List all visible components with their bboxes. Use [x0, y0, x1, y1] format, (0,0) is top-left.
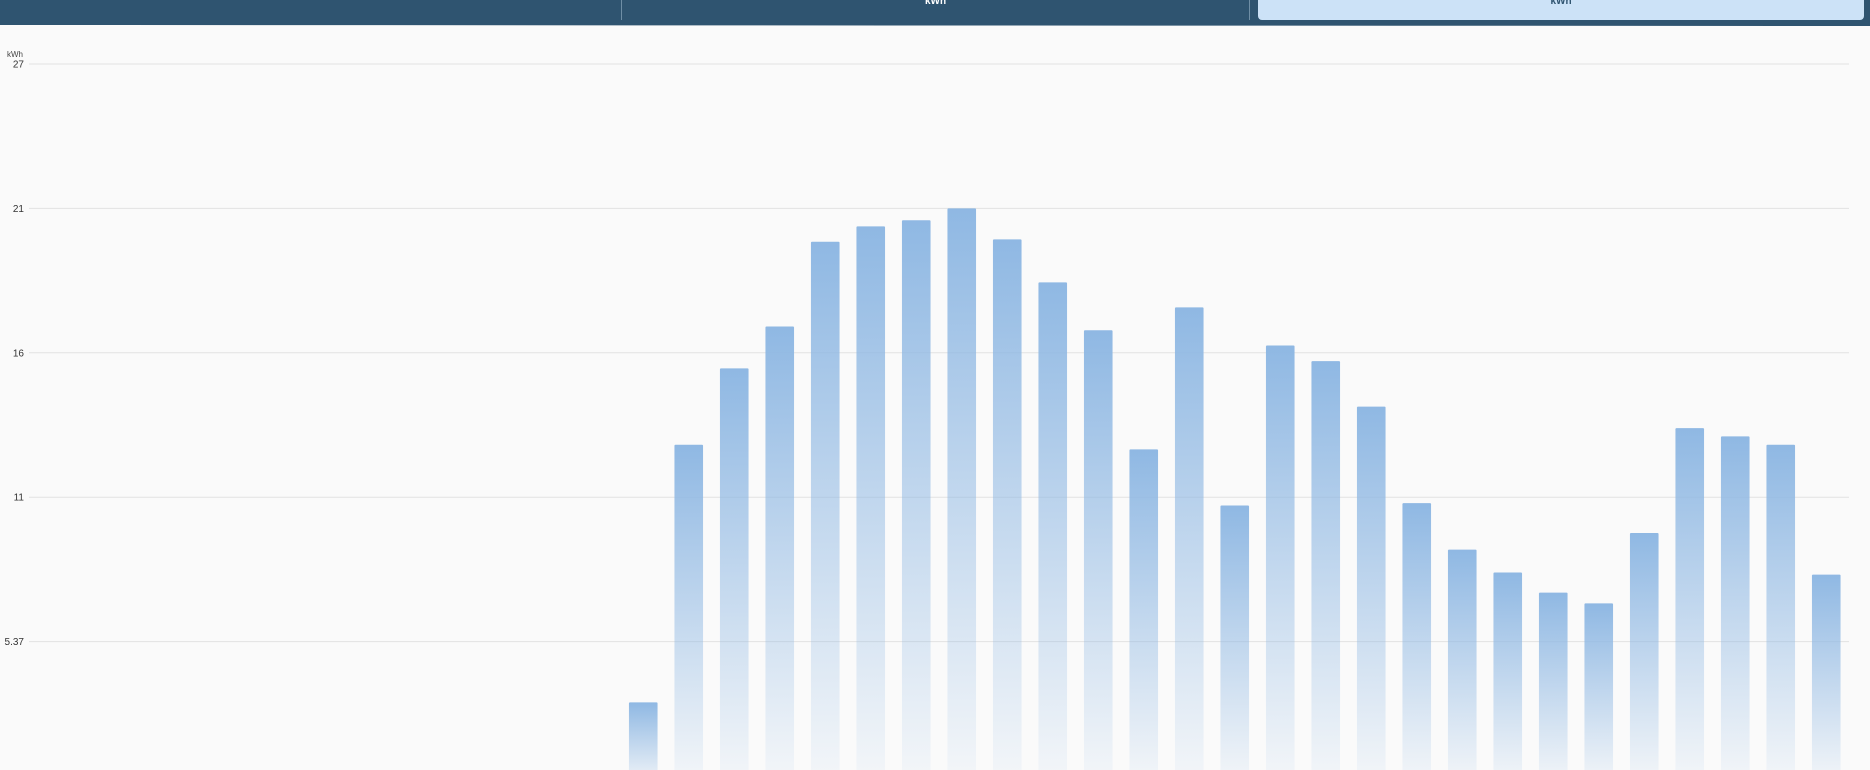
- bar[interactable]: [1129, 449, 1159, 770]
- bar[interactable]: [1265, 345, 1295, 770]
- tab-3-selected[interactable]: kWh: [1258, 0, 1864, 20]
- bar[interactable]: [628, 702, 658, 770]
- bar[interactable]: [1174, 307, 1204, 770]
- bar[interactable]: [1311, 361, 1341, 770]
- bar[interactable]: [1675, 428, 1705, 770]
- bar[interactable]: [1584, 603, 1614, 770]
- bar[interactable]: [992, 239, 1022, 770]
- bar[interactable]: [1629, 532, 1659, 770]
- bar[interactable]: [1447, 549, 1477, 770]
- bar[interactable]: [1538, 592, 1568, 770]
- bar[interactable]: [1356, 406, 1386, 770]
- tab-divider: [621, 0, 622, 20]
- bar[interactable]: [901, 220, 931, 770]
- bar[interactable]: [1402, 503, 1432, 770]
- bar[interactable]: [1083, 330, 1113, 770]
- tab-divider: [1249, 0, 1250, 20]
- bar[interactable]: [947, 208, 977, 770]
- bar[interactable]: [765, 326, 795, 770]
- bar[interactable]: [810, 241, 840, 770]
- y-tick-label: 16: [13, 348, 25, 359]
- bar[interactable]: [719, 368, 749, 770]
- bar[interactable]: [1220, 505, 1250, 770]
- bar[interactable]: [1720, 436, 1750, 770]
- y-tick-label: 5.37: [5, 637, 25, 648]
- y-tick-label: 11: [14, 493, 25, 504]
- bar[interactable]: [674, 444, 704, 770]
- y-tick-label: 27: [13, 60, 25, 71]
- bar[interactable]: [1493, 572, 1523, 770]
- bar[interactable]: [856, 226, 886, 770]
- tab-2[interactable]: kWh: [924, 0, 947, 7]
- bar[interactable]: [1811, 574, 1841, 770]
- y-tick-label: 21: [13, 204, 25, 215]
- bar[interactable]: [1766, 444, 1796, 770]
- bar[interactable]: [1038, 282, 1068, 770]
- y-axis-unit: kWh: [7, 50, 23, 59]
